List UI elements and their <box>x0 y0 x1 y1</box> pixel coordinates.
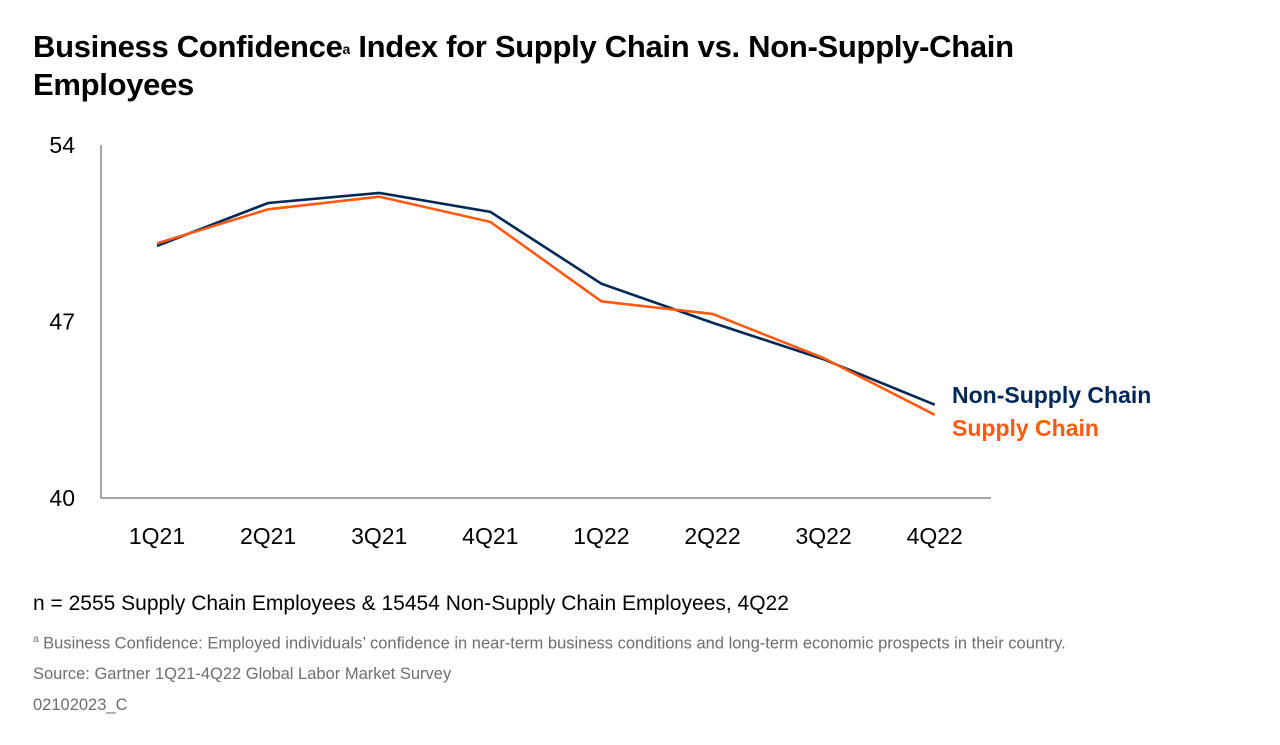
x-tick-label: 2Q22 <box>684 523 740 549</box>
sample-note: n = 2555 Supply Chain Employees & 15454 … <box>33 592 789 615</box>
title-text-rest: Index for Supply Chain vs. Non-Supply-Ch… <box>33 29 1014 102</box>
series-line-1 <box>156 195 936 416</box>
figure-code: 02102023_C <box>33 696 128 714</box>
x-tick-label: 3Q22 <box>795 523 851 549</box>
x-tick-label: 1Q22 <box>573 523 629 549</box>
chart-title: Business Confidencea Index for Supply Ch… <box>33 28 1183 104</box>
series-label: Non-Supply Chain <box>952 382 1151 408</box>
x-tick-label: 1Q21 <box>129 523 185 549</box>
title-text: Business Confidence <box>33 29 343 64</box>
x-tick-label: 4Q21 <box>462 523 518 549</box>
y-tick-label: 40 <box>49 485 75 511</box>
footnote-marker: a <box>33 634 39 645</box>
series-line-0 <box>156 191 936 406</box>
title-superscript: a <box>342 41 351 57</box>
footnote: a Business Confidence: Employed individu… <box>33 634 1066 654</box>
x-tick-label: 2Q21 <box>240 523 296 549</box>
x-tick-label: 4Q22 <box>907 523 963 549</box>
y-tick-label: 47 <box>49 309 75 335</box>
y-tick-label: 54 <box>49 132 75 158</box>
series-label: Supply Chain <box>952 415 1099 441</box>
footnote-text: Business Confidence: Employed individual… <box>38 634 1066 653</box>
x-tick-label: 3Q21 <box>351 523 407 549</box>
source-note: Source: Gartner 1Q21-4Q22 Global Labor M… <box>33 665 452 683</box>
